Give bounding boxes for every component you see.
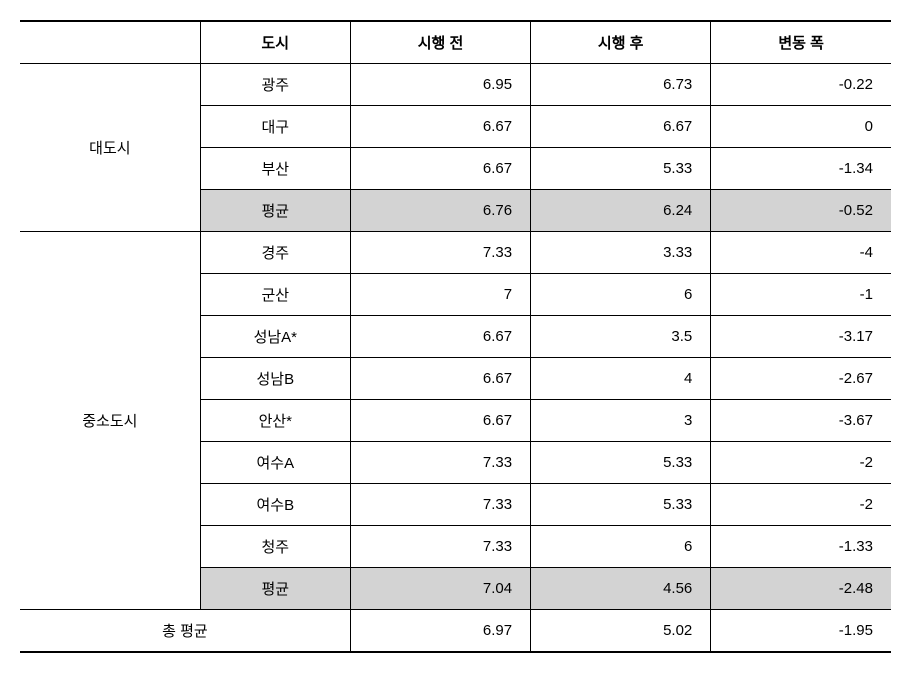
cell-city: 여수B [200, 484, 350, 526]
cell-before: 7.33 [350, 232, 530, 274]
cell-change-avg: -2.48 [711, 568, 891, 610]
header-category [20, 21, 200, 64]
cell-city: 경주 [200, 232, 350, 274]
header-before: 시행 전 [350, 21, 530, 64]
cell-change: 0 [711, 106, 891, 148]
cell-after: 6.67 [531, 106, 711, 148]
cell-after: 4 [531, 358, 711, 400]
cell-city: 성남A* [200, 316, 350, 358]
table-row-total: 총 평균 6.97 5.02 -1.95 [20, 610, 891, 653]
cell-after: 5.33 [531, 442, 711, 484]
cell-city: 광주 [200, 64, 350, 106]
cell-after: 6 [531, 274, 711, 316]
cell-city: 청주 [200, 526, 350, 568]
cell-change: -2.67 [711, 358, 891, 400]
cell-before: 6.67 [350, 316, 530, 358]
cell-city-avg: 평균 [200, 190, 350, 232]
cell-city-avg: 평균 [200, 568, 350, 610]
cell-before: 6.67 [350, 358, 530, 400]
cell-before: 6.67 [350, 106, 530, 148]
cell-after: 5.33 [531, 148, 711, 190]
table-row: 중소도시 경주 7.33 3.33 -4 [20, 232, 891, 274]
cell-change-avg: -0.52 [711, 190, 891, 232]
cell-total-after: 5.02 [531, 610, 711, 653]
data-table: 도시 시행 전 시행 후 변동 폭 대도시 광주 6.95 6.73 -0.22… [20, 20, 891, 653]
cell-after: 3 [531, 400, 711, 442]
header-city: 도시 [200, 21, 350, 64]
header-row: 도시 시행 전 시행 후 변동 폭 [20, 21, 891, 64]
cell-change: -1.34 [711, 148, 891, 190]
cell-change: -2 [711, 484, 891, 526]
group-label-large-city: 대도시 [20, 64, 200, 232]
cell-city: 대구 [200, 106, 350, 148]
cell-before: 7.33 [350, 442, 530, 484]
cell-total-change: -1.95 [711, 610, 891, 653]
cell-city: 부산 [200, 148, 350, 190]
cell-after-avg: 4.56 [531, 568, 711, 610]
header-after: 시행 후 [531, 21, 711, 64]
cell-before-avg: 7.04 [350, 568, 530, 610]
cell-change: -2 [711, 442, 891, 484]
cell-change: -3.67 [711, 400, 891, 442]
cell-change: -1 [711, 274, 891, 316]
cell-before: 7.33 [350, 484, 530, 526]
cell-city: 안산* [200, 400, 350, 442]
cell-before: 7 [350, 274, 530, 316]
cell-before-avg: 6.76 [350, 190, 530, 232]
cell-change: -4 [711, 232, 891, 274]
cell-before: 6.67 [350, 148, 530, 190]
table-row: 대도시 광주 6.95 6.73 -0.22 [20, 64, 891, 106]
cell-city: 성남B [200, 358, 350, 400]
cell-after: 3.33 [531, 232, 711, 274]
cell-change: -0.22 [711, 64, 891, 106]
cell-before: 6.95 [350, 64, 530, 106]
cell-change: -3.17 [711, 316, 891, 358]
cell-after: 6.73 [531, 64, 711, 106]
cell-city: 여수A [200, 442, 350, 484]
header-change: 변동 폭 [711, 21, 891, 64]
table-body: 대도시 광주 6.95 6.73 -0.22 대구 6.67 6.67 0 부산… [20, 64, 891, 653]
cell-city: 군산 [200, 274, 350, 316]
cell-after: 3.5 [531, 316, 711, 358]
cell-total-before: 6.97 [350, 610, 530, 653]
cell-after: 5.33 [531, 484, 711, 526]
cell-before: 7.33 [350, 526, 530, 568]
cell-total-label: 총 평균 [20, 610, 350, 653]
cell-after: 6 [531, 526, 711, 568]
cell-after-avg: 6.24 [531, 190, 711, 232]
cell-before: 6.67 [350, 400, 530, 442]
group-label-small-city: 중소도시 [20, 232, 200, 610]
cell-change: -1.33 [711, 526, 891, 568]
